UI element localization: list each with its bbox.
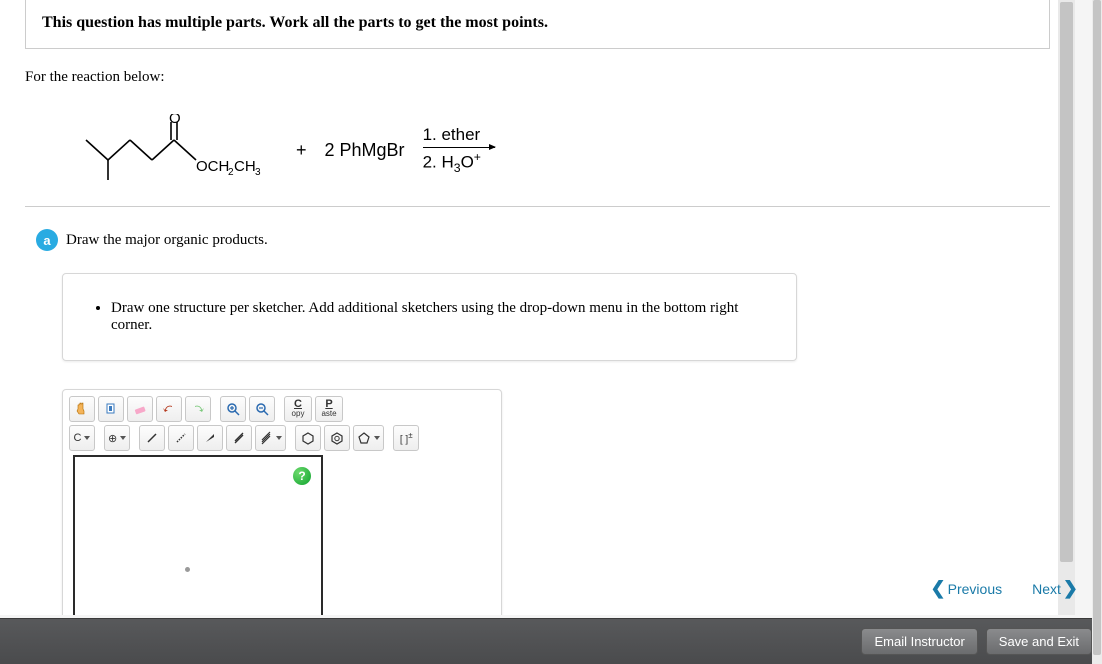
svg-text:3: 3 — [255, 167, 261, 178]
svg-text:CH: CH — [234, 158, 256, 175]
benzene-button[interactable] — [324, 425, 350, 451]
question-header-text: This question has multiple parts. Work a… — [42, 14, 548, 31]
reaction-row: O OCH 2 CH 3 + 2 PhMgBr 1. ether 2. H3O+ — [25, 98, 1050, 207]
hexagon-button[interactable] — [295, 425, 321, 451]
inner-scrollbar-thumb[interactable] — [1060, 2, 1073, 562]
part-badge: a — [36, 229, 58, 251]
reagent-text: 2 PhMgBr — [325, 140, 405, 161]
footer-bar: Email Instructor Save and Exit — [0, 618, 1102, 664]
copy-button[interactable]: Copy — [284, 396, 312, 422]
eraser-tool-button[interactable] — [127, 396, 153, 422]
reaction-image: O OCH 2 CH 3 + 2 PhMgBr 1. ether 2. H3O+ — [70, 108, 503, 192]
svg-text:O: O — [169, 114, 181, 127]
svg-text:OCH: OCH — [196, 158, 229, 175]
bracket-charge-button[interactable]: [ ]± — [393, 425, 419, 451]
redo-button[interactable] — [185, 396, 211, 422]
element-picker-button[interactable]: C — [69, 425, 95, 451]
arrow-top-label: 1. ether — [423, 125, 481, 145]
undo-button[interactable] — [156, 396, 182, 422]
nav-bar: ❮ Previous Next ❯ — [931, 578, 1078, 599]
paste-button[interactable]: Paste — [315, 396, 343, 422]
dashed-bond-button[interactable] — [168, 425, 194, 451]
help-icon[interactable]: ? — [293, 467, 311, 485]
intro-text: For the reaction below: — [25, 69, 1075, 86]
previous-link[interactable]: ❮ Previous — [931, 578, 1003, 599]
canvas-center-dot — [185, 567, 190, 572]
outer-scrollbar-thumb[interactable] — [1093, 0, 1101, 655]
zoom-out-button[interactable] — [249, 396, 275, 422]
next-link[interactable]: Next ❯ — [1032, 578, 1078, 599]
inner-scrollbar[interactable] — [1058, 0, 1075, 615]
part-instruction: Draw the major organic products. — [66, 232, 268, 249]
page-scroll-area: This question has multiple parts. Work a… — [0, 0, 1075, 615]
double-bond-button[interactable] — [226, 425, 252, 451]
sketcher-panel: Copy Paste C ⊕ — [62, 389, 502, 615]
lasso-tool-button[interactable] — [98, 396, 124, 422]
question-header-box: This question has multiple parts. Work a… — [25, 0, 1050, 49]
hint-box: Draw one structure per sketcher. Add add… — [62, 273, 797, 361]
chevron-right-icon: ❯ — [1063, 578, 1078, 599]
reaction-arrow: 1. ether 2. H3O+ — [423, 125, 495, 175]
plus-sign: + — [296, 140, 307, 161]
toolbar-row-1: Copy Paste — [69, 396, 495, 422]
arrow-bottom-label: 2. H3O+ — [423, 150, 481, 175]
email-instructor-button[interactable]: Email Instructor — [861, 628, 977, 655]
single-bond-button[interactable] — [139, 425, 165, 451]
charge-button[interactable]: ⊕ — [104, 425, 130, 451]
hint-text: Draw one structure per sketcher. Add add… — [111, 300, 774, 334]
hand-tool-button[interactable] — [69, 396, 95, 422]
pentagon-button[interactable] — [353, 425, 384, 451]
wedge-bond-button[interactable] — [197, 425, 223, 451]
drawing-canvas[interactable]: ? — [73, 455, 323, 615]
triple-bond-button[interactable] — [255, 425, 286, 451]
chevron-left-icon: ❮ — [931, 578, 946, 599]
molecule-structure: O OCH 2 CH 3 — [78, 114, 278, 186]
outer-scrollbar[interactable] — [1092, 0, 1102, 664]
toolbar-row-2: C ⊕ — [69, 425, 495, 451]
zoom-in-button[interactable] — [220, 396, 246, 422]
part-a-row: a Draw the major organic products. — [36, 229, 1075, 251]
save-exit-button[interactable]: Save and Exit — [986, 628, 1092, 655]
